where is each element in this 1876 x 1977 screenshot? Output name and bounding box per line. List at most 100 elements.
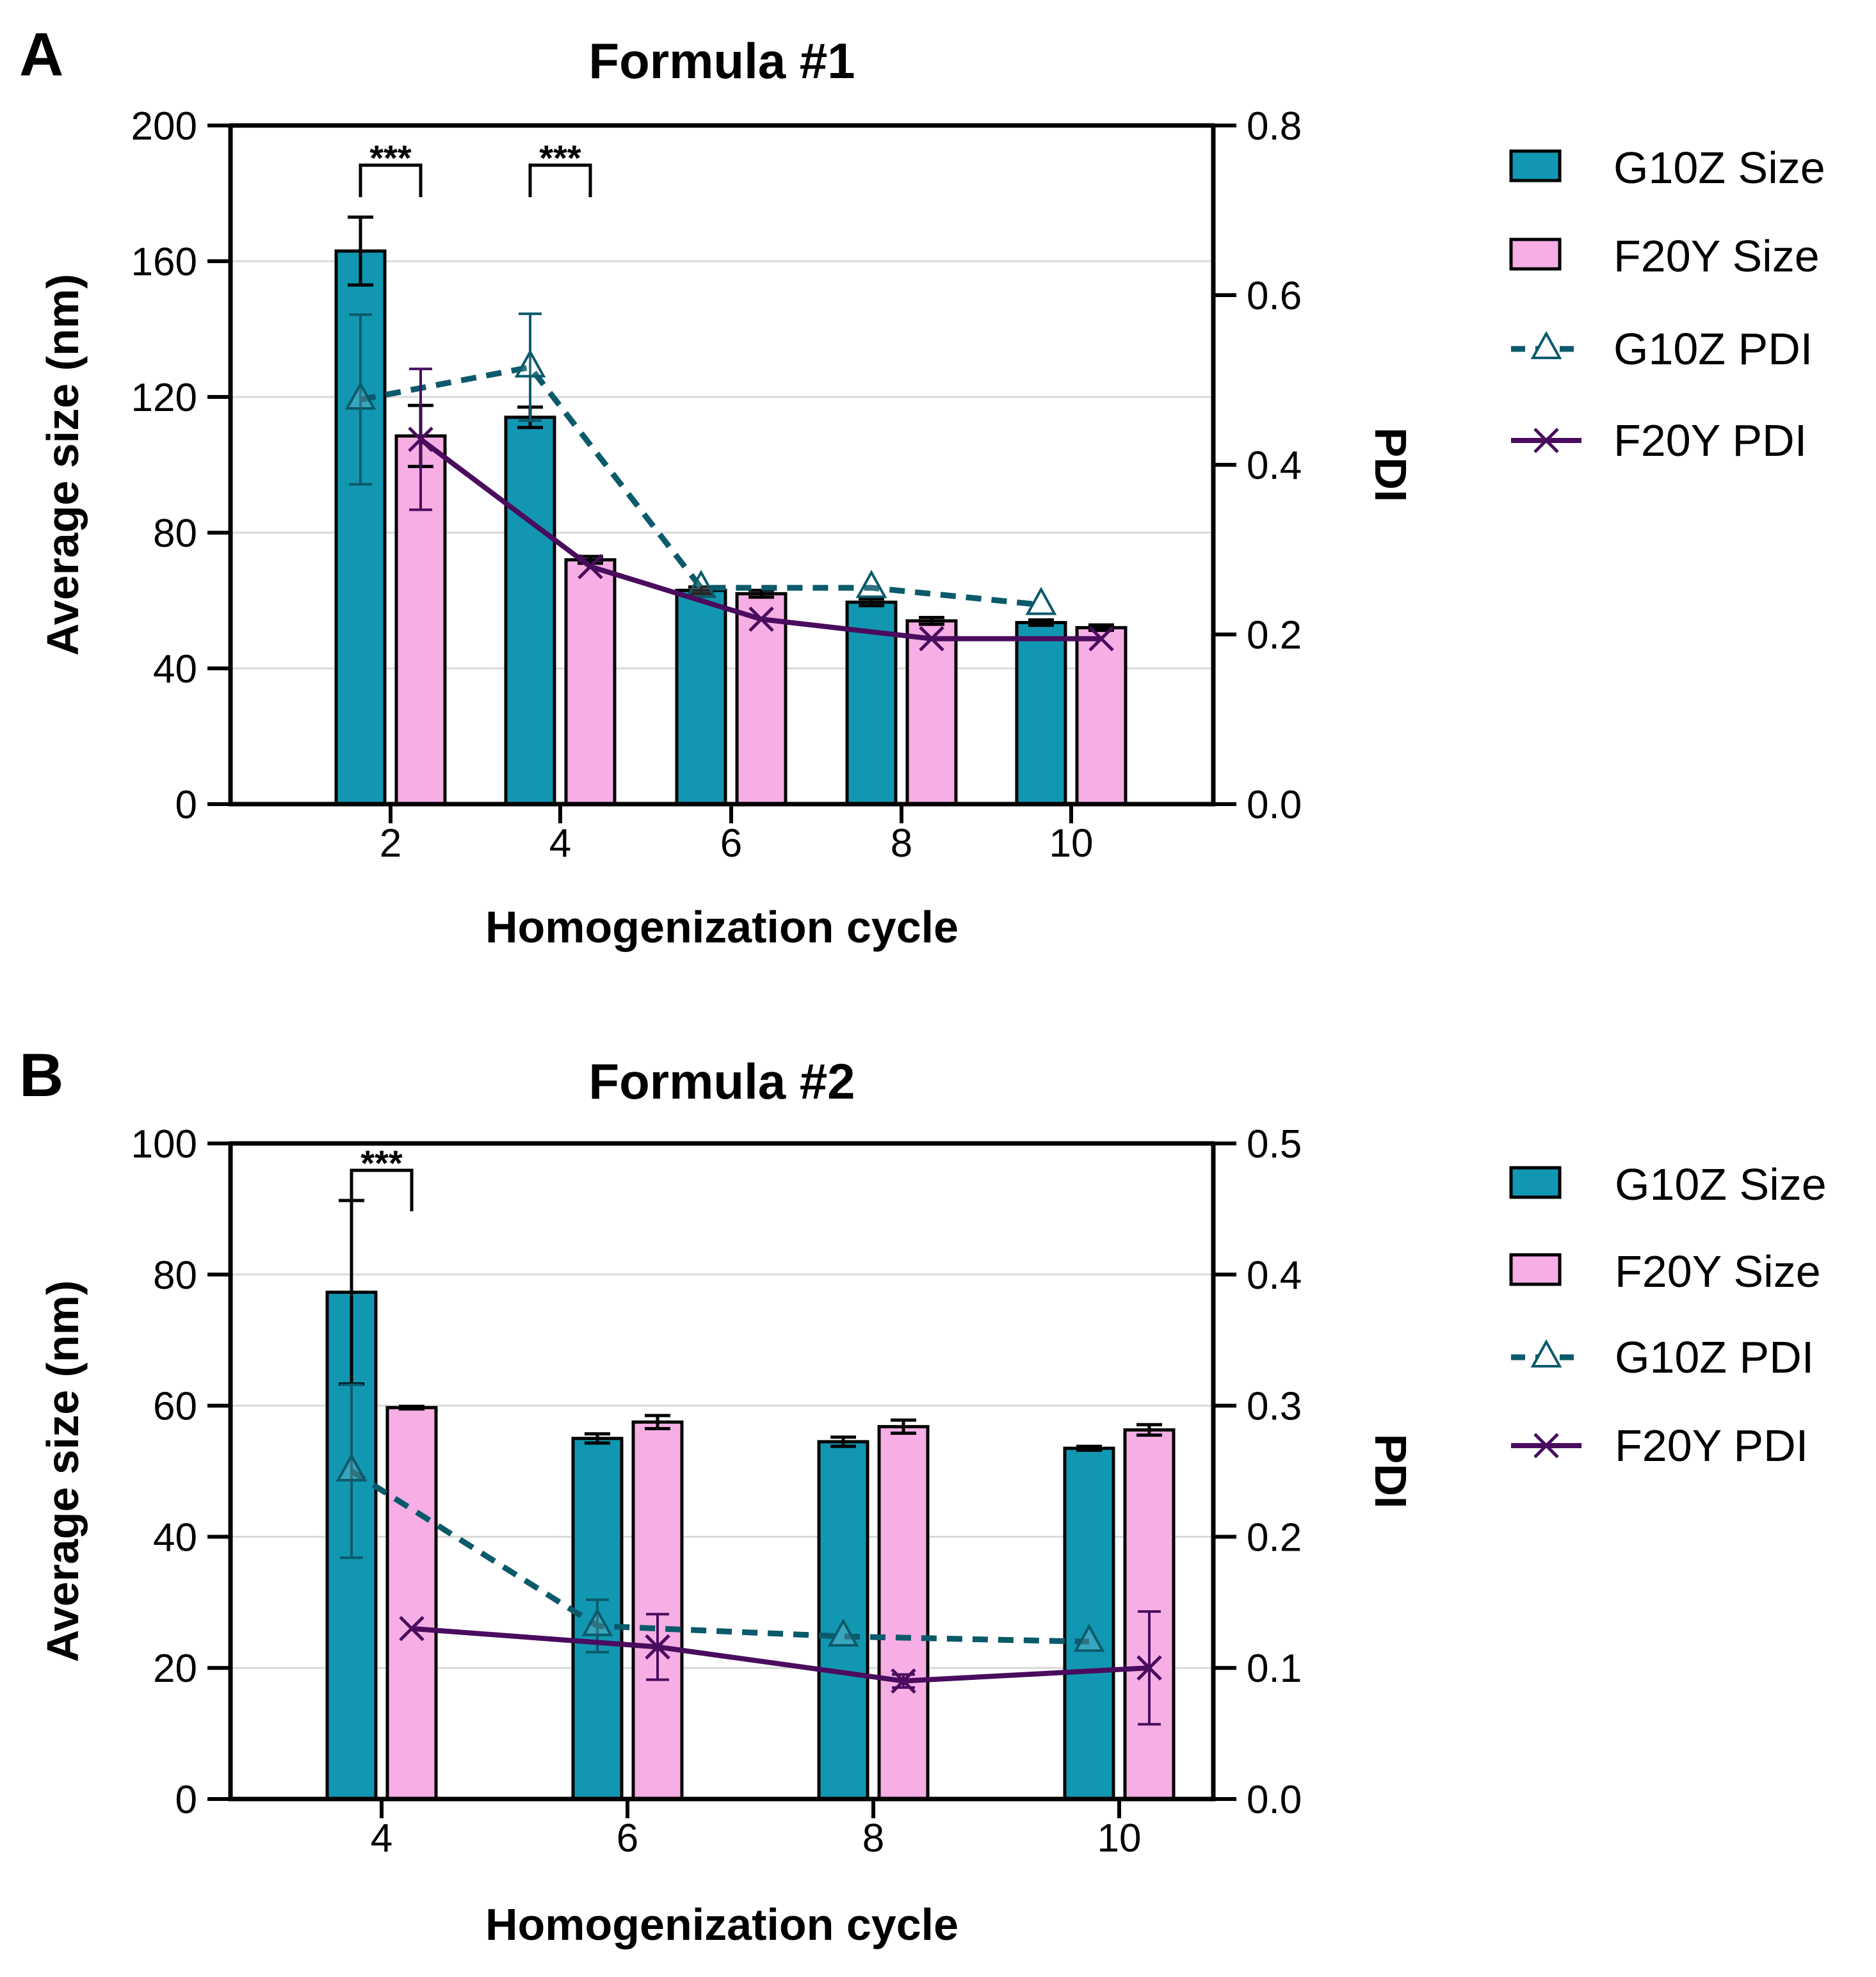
legend-item: F20Y Size <box>1509 1247 1821 1296</box>
x-tick-label: 4 <box>371 1816 392 1860</box>
y-axis-label: Average size (nm) <box>38 1280 88 1663</box>
bar-g10z-size <box>504 416 556 806</box>
bar-error-bar <box>891 1418 916 1435</box>
legend-item: F20Y Size <box>1509 231 1820 281</box>
triangle-marker <box>685 569 717 599</box>
x-tick-label: 2 <box>380 821 401 866</box>
x-marker <box>399 1615 425 1642</box>
legend-label: F20Y PDI <box>1615 1421 1808 1471</box>
chart-title: Formula #2 <box>588 1053 855 1110</box>
bar-f20y-size <box>564 558 617 806</box>
x-marker <box>408 426 433 453</box>
bar-error-bar <box>645 1414 670 1430</box>
x-marker <box>1136 1655 1162 1681</box>
bar-f20y-size <box>631 1420 684 1801</box>
significance-label: *** <box>369 138 412 178</box>
y-tick-label: 40 <box>153 647 197 691</box>
x-marker <box>919 625 944 652</box>
legend-item: G10Z PDI <box>1511 324 1813 374</box>
y2-tick-label: 0.0 <box>1247 783 1302 827</box>
legend-swatch <box>1509 1253 1562 1286</box>
y2-tick-label: 0.8 <box>1247 104 1302 149</box>
y-tick-label: 60 <box>153 1385 197 1429</box>
bar-error-bar <box>585 1432 610 1445</box>
panel-letter: A <box>19 20 63 89</box>
chart-title: Formula #1 <box>588 33 855 89</box>
triangle-marker <box>1530 330 1562 359</box>
triangle-marker <box>1530 1339 1562 1368</box>
x-tick-label: 10 <box>1049 821 1094 866</box>
y-tick-label: 0 <box>175 1778 197 1822</box>
panel-letter: B <box>19 1041 63 1110</box>
significance-label: *** <box>360 1143 403 1183</box>
significance-bracket <box>359 163 423 197</box>
x-marker <box>1533 428 1559 453</box>
y-tick-label: 100 <box>131 1122 197 1166</box>
bar-error-bar <box>1028 618 1054 627</box>
y2-axis-label: PDI <box>1366 1434 1416 1509</box>
triangle-marker <box>344 381 376 410</box>
bar-g10z-size <box>1063 1446 1115 1801</box>
bar-f20y-size <box>877 1424 930 1801</box>
bar-f20y-size <box>905 619 958 806</box>
legend-item: G10Z Size <box>1509 143 1825 193</box>
legend-label: G10Z PDI <box>1615 1332 1814 1382</box>
triangle-marker <box>1073 1624 1105 1652</box>
bar-g10z-size <box>1015 620 1067 806</box>
line-g10z-pdi <box>360 364 1042 608</box>
y2-tick-label: 0.1 <box>1247 1647 1302 1691</box>
x-tick-label: 8 <box>862 1816 884 1860</box>
x-marker <box>645 1634 670 1660</box>
bar-error-bar <box>399 1405 425 1411</box>
chart-panel-a: A Formula #1 *** *** 0 40 80 120 160 200 0.0 0.2 0.4… <box>19 20 1825 952</box>
y-tick-label: 120 <box>131 376 197 420</box>
triangle-marker <box>855 569 887 599</box>
legend-swatch <box>1509 238 1562 271</box>
x-tick-label: 6 <box>720 821 742 866</box>
bar-error-bar <box>1136 1423 1162 1437</box>
x-tick-label: 4 <box>549 821 571 866</box>
x-axis-label: Homogenization cycle <box>485 1900 958 1949</box>
legend-label: F20Y Size <box>1615 1247 1821 1296</box>
y2-tick-label: 0.4 <box>1247 1254 1302 1298</box>
bar-error-bar <box>859 597 884 608</box>
x-marker <box>891 1668 916 1694</box>
triangle-marker <box>581 1608 613 1636</box>
significance-bracket <box>350 1168 414 1211</box>
y2-axis-label: PDI <box>1366 428 1416 503</box>
line-f20y-pdi <box>411 1626 1150 1684</box>
line-error-bar <box>519 312 542 423</box>
y-tick-label: 80 <box>153 512 197 556</box>
legend: G10Z Size F20Y Size G10Z PDI F20Y PDI <box>1509 143 1825 465</box>
y2-tick-label: 0.4 <box>1247 444 1302 488</box>
legend: G10Z Size F20Y Size G10Z PDI F20Y PDI <box>1509 1159 1827 1471</box>
x-tick-label: 8 <box>891 821 912 866</box>
y-axis-label: Average size (nm) <box>38 274 88 656</box>
y-tick-label: 200 <box>131 104 197 149</box>
y-tick-label: 40 <box>153 1515 197 1560</box>
legend-label: G10Z PDI <box>1613 324 1813 374</box>
triangle-marker <box>827 1618 859 1647</box>
bar-g10z-size <box>334 249 387 806</box>
y2-tick-label: 0.6 <box>1247 274 1302 318</box>
legend-label: G10Z Size <box>1613 143 1825 193</box>
x-marker <box>1533 1433 1559 1458</box>
y-tick-label: 20 <box>153 1647 197 1691</box>
y-tick-label: 80 <box>153 1254 197 1298</box>
x-axis-label: Homogenization cycle <box>485 902 958 952</box>
line-error-bar <box>340 1383 363 1560</box>
y2-tick-label: 0.5 <box>1247 1122 1302 1166</box>
legend-swatch <box>1509 1166 1562 1199</box>
x-marker <box>748 606 774 632</box>
bar-error-bar <box>919 616 944 626</box>
bar-f20y-size <box>1075 625 1128 806</box>
y-tick-label: 0 <box>175 783 197 827</box>
y2-tick-label: 0.2 <box>1247 1515 1302 1560</box>
axes-frame <box>228 1141 1216 1802</box>
legend-item: G10Z PDI <box>1511 1332 1814 1382</box>
bar-f20y-size <box>735 592 788 806</box>
x-tick-label: 6 <box>617 1816 638 1860</box>
y2-tick-label: 0.3 <box>1247 1385 1302 1429</box>
